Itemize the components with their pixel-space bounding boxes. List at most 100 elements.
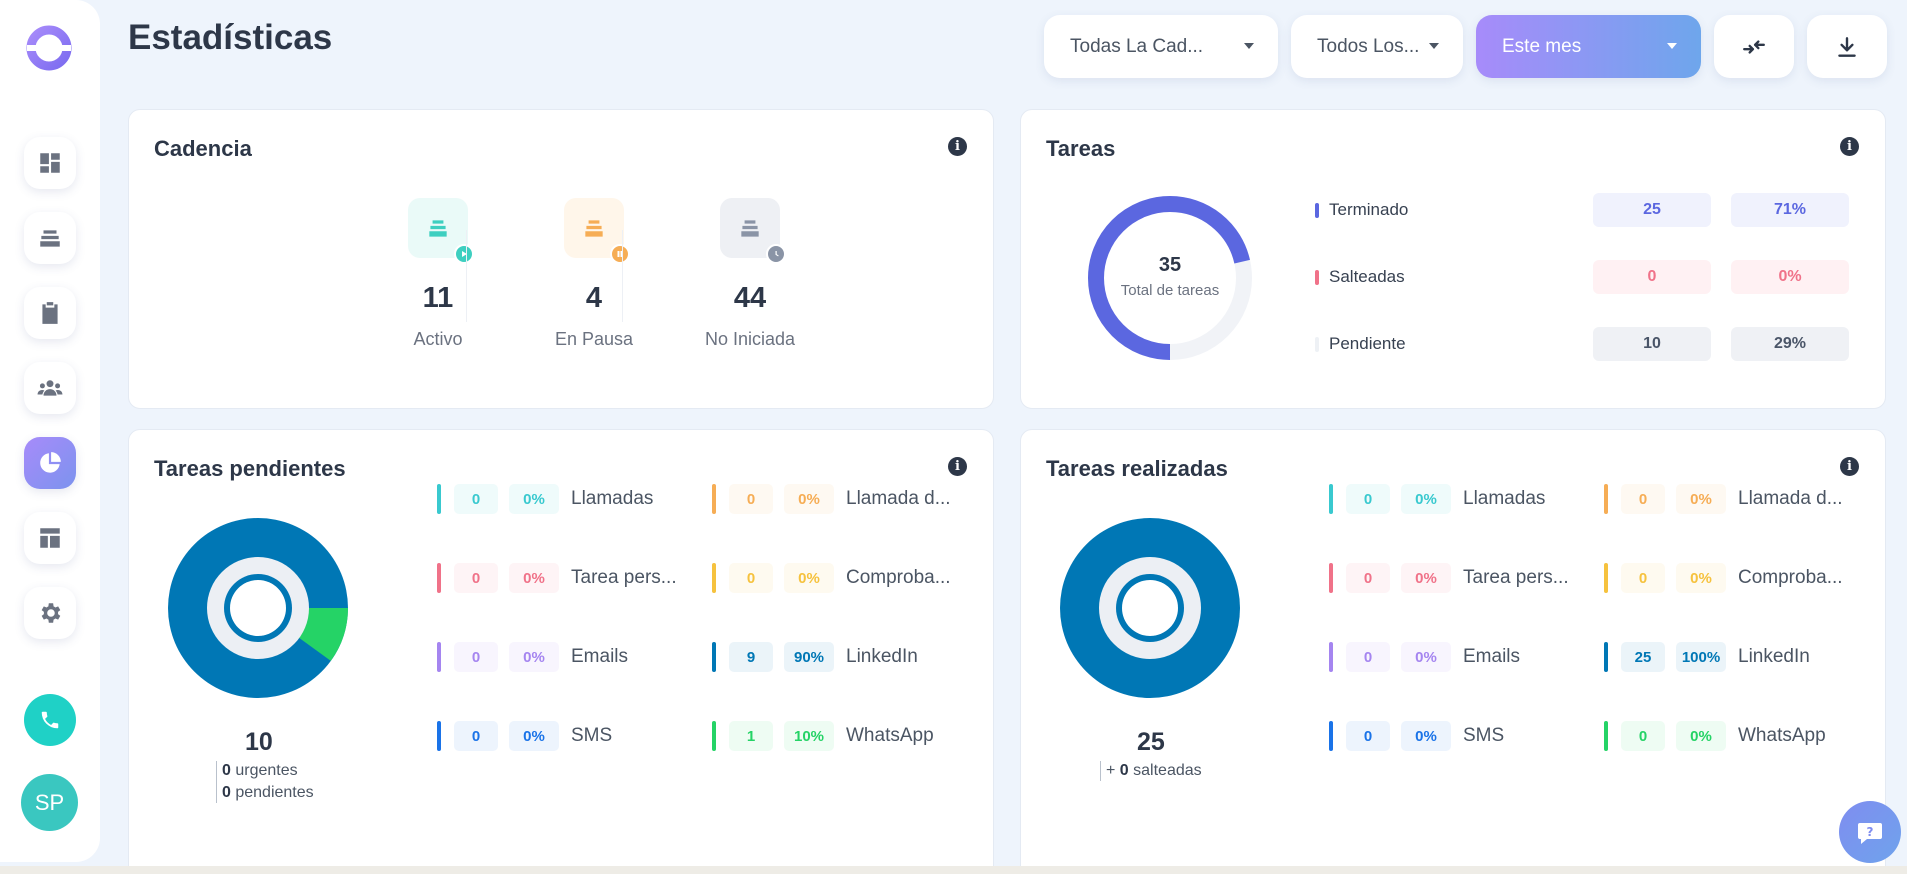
task-type-row: 0 0% Emails (1329, 642, 1599, 672)
cadence-paused-value: 4 (585, 282, 603, 314)
cadence-active-label: Activo (413, 329, 463, 349)
cadence-stack-icon (564, 198, 630, 264)
realizadas-card: Tareas realizadas i 25 + 0 salteadas 0 0%… (1020, 429, 1886, 874)
legend-count: 0 (1593, 260, 1711, 294)
legend-label: Salteadas (1329, 267, 1405, 286)
nav-tasks-button[interactable] (24, 287, 76, 339)
type-count: 9 (729, 642, 773, 672)
help-chat-icon: ? (1858, 823, 1882, 844)
type-color-bar (437, 721, 441, 751)
cadence-filter-dropdown[interactable]: Todas La Cad... (1044, 15, 1278, 78)
type-count: 0 (1346, 721, 1390, 751)
tareas-donut-chart (1088, 196, 1252, 360)
type-color-bar (1604, 642, 1608, 672)
type-count: 1 (729, 721, 773, 751)
phone-button[interactable] (24, 694, 76, 746)
type-count: 0 (1621, 563, 1665, 593)
legend-count: 10 (1593, 327, 1711, 361)
nav-templates-button[interactable] (24, 512, 76, 564)
type-label: Tarea pers... (1463, 567, 1569, 588)
cadence-stack-icon (720, 198, 786, 264)
download-button[interactable] (1807, 15, 1887, 78)
type-label: Comproba... (1738, 567, 1843, 588)
type-percent: 0% (509, 642, 559, 672)
info-icon[interactable]: i (948, 137, 967, 156)
type-percent: 0% (509, 563, 559, 593)
cadencia-title: Cadencia (154, 136, 252, 161)
page-title: Estadísticas (128, 18, 333, 57)
tareas-legend-pendiente: Pendiente 10 29% (1315, 327, 1849, 361)
type-color-bar (1604, 721, 1608, 751)
task-type-row: 9 90% LinkedIn (712, 642, 982, 672)
legend-color-bar (1315, 203, 1319, 218)
app-logo-icon[interactable] (25, 24, 73, 72)
type-percent: 0% (784, 484, 834, 514)
type-count: 0 (1621, 484, 1665, 514)
salteadas-label: salteadas (1133, 762, 1202, 779)
type-label: LinkedIn (1738, 646, 1810, 667)
nav-statistics-button[interactable] (24, 437, 76, 489)
legend-label: Pendiente (1329, 334, 1406, 353)
type-color-bar (1604, 563, 1608, 593)
type-percent: 0% (1676, 721, 1726, 751)
pendientes-label: pendientes (235, 784, 314, 801)
type-count: 0 (1621, 721, 1665, 751)
period-filter-label: Este mes (1502, 35, 1582, 57)
info-icon[interactable]: i (1840, 137, 1859, 156)
user-avatar[interactable]: SP (21, 774, 78, 831)
type-color-bar (1604, 484, 1608, 514)
nav-settings-button[interactable] (24, 587, 76, 639)
type-label: LinkedIn (846, 646, 918, 667)
type-count: 0 (454, 721, 498, 751)
clock-icon (766, 244, 786, 264)
type-label: Tarea pers... (571, 567, 677, 588)
type-percent: 0% (1676, 484, 1726, 514)
nav-dashboard-button[interactable] (24, 137, 76, 189)
realizadas-total: 25 (1137, 728, 1165, 756)
nav-people-button[interactable] (24, 362, 76, 414)
compare-button[interactable] (1714, 15, 1794, 78)
chevron-down-icon (1667, 43, 1677, 49)
salteadas-value: 0 (1119, 762, 1129, 779)
legend-count: 25 (1593, 193, 1711, 227)
help-chat-button[interactable]: ? (1839, 801, 1901, 863)
cadence-filter-label: Todas La Cad... (1070, 35, 1204, 57)
pie-chart-icon (40, 452, 61, 473)
type-percent: 0% (509, 721, 559, 751)
tareas-title: Tareas (1046, 136, 1116, 161)
info-icon[interactable]: i (1840, 457, 1859, 476)
period-filter-dropdown[interactable]: Este mes (1476, 15, 1701, 78)
cadence-active-stat: 11 Activo (360, 198, 516, 350)
info-icon[interactable]: i (948, 457, 967, 476)
task-type-row: 0 0% Llamada d... (712, 484, 982, 514)
legend-color-bar (1315, 270, 1319, 285)
pendientes-pendientes: 0 pendientes (222, 784, 314, 802)
type-percent: 90% (784, 642, 834, 672)
type-percent: 100% (1676, 642, 1726, 672)
owner-filter-dropdown[interactable]: Todos Los... (1291, 15, 1463, 78)
task-type-row: 0 0% SMS (437, 721, 707, 751)
pendientes-pie-chart (168, 518, 348, 698)
nav-cadences-button[interactable] (24, 212, 76, 264)
type-count: 0 (729, 563, 773, 593)
legend-percent: 0% (1731, 260, 1849, 294)
divider (466, 230, 467, 322)
layout-icon (40, 528, 60, 548)
task-type-row: 0 0% Comproba... (712, 563, 982, 593)
type-percent: 0% (1676, 563, 1726, 593)
type-color-bar (712, 642, 716, 672)
chevron-down-icon (1244, 43, 1254, 49)
type-label: Llamadas (571, 488, 654, 509)
pendientes-card: Tareas pendientes i 10 0 urgentes 0 pend… (128, 429, 994, 874)
type-label: Emails (1463, 646, 1521, 667)
dashboard-icon (40, 153, 60, 173)
pendientes-urgentes: 0 urgentes (222, 762, 298, 780)
realizadas-pie-chart (1060, 518, 1240, 698)
type-label: SMS (1463, 725, 1505, 746)
task-type-row: 0 0% Llamadas (437, 484, 707, 514)
type-count: 0 (454, 563, 498, 593)
type-percent: 0% (1401, 484, 1451, 514)
task-type-row: 0 0% WhatsApp (1604, 721, 1874, 751)
legend-label: Terminado (1329, 200, 1409, 219)
realizadas-title: Tareas realizadas (1046, 456, 1228, 481)
